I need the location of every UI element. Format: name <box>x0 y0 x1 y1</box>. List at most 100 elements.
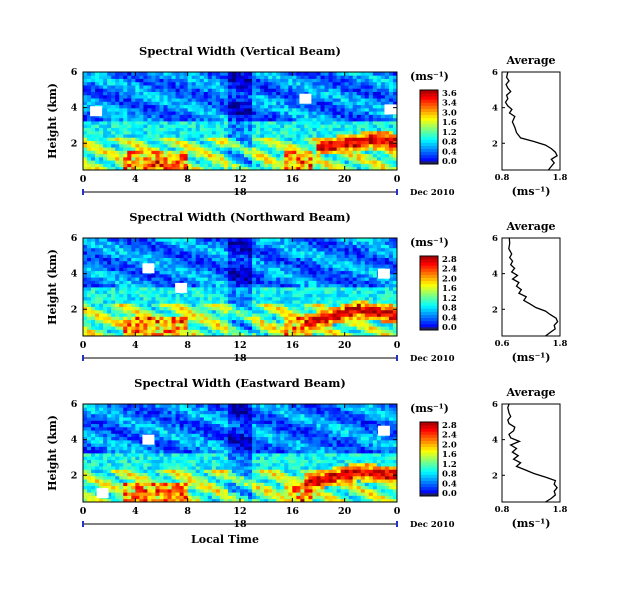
colorbar-frame <box>419 421 439 497</box>
colorbar-segment <box>420 145 438 149</box>
average-y-tick-label: 4 <box>492 104 498 114</box>
month-label: Dec 2010 <box>410 188 455 198</box>
x-tick-label: 0 <box>80 174 87 185</box>
colorbar-segment <box>420 157 438 162</box>
colorbar-segment <box>420 480 438 485</box>
colorbar-tick-label: 2.8 <box>442 255 457 265</box>
x-tick-label: 12 <box>233 174 246 185</box>
colorbar-segment <box>420 274 438 278</box>
colorbar-tick-label: 1.2 <box>442 460 457 470</box>
colorbar-segment <box>420 471 438 475</box>
colorbar-segment <box>420 320 438 325</box>
y-tick-label: 6 <box>71 399 78 410</box>
x-tick-label: 8 <box>184 340 191 351</box>
y-axis-label: Height (km) <box>46 249 59 325</box>
colorbar-unit-label: (ms⁻¹) <box>410 70 449 83</box>
average-x-label: (ms⁻¹) <box>512 351 551 364</box>
average-y-tick-label: 2 <box>492 471 498 481</box>
colorbar-segment <box>420 105 438 109</box>
colorbar-segment <box>420 323 438 328</box>
average-x-tick-label: 1.8 <box>553 173 568 183</box>
colorbar-segment <box>420 90 438 94</box>
panel-3: Spectral Width (Eastward Beam) 2 4 6 Height … <box>46 376 567 546</box>
x-axis-label: Local Time <box>191 533 259 546</box>
colorbar-segment <box>420 280 438 285</box>
average-profile-line <box>508 237 559 337</box>
y-tick-label: 6 <box>71 233 78 244</box>
colorbar-segment <box>420 314 438 319</box>
y-tick-label: 4 <box>71 269 78 280</box>
colorbar-segment <box>420 434 438 438</box>
colorbar-segment <box>420 425 438 429</box>
missing-data-gap <box>299 93 312 104</box>
average-y-tick-label: 6 <box>492 234 498 244</box>
colorbar-segment <box>420 108 438 112</box>
panel-1: Spectral Width (Vertical Beam) 2 4 6 Height … <box>46 44 567 198</box>
colorbar-segment <box>420 96 438 100</box>
average-x-tick-label: 0.8 <box>495 505 510 515</box>
y-tick-label: 2 <box>71 138 78 149</box>
x-tick-label: 20 <box>338 174 352 185</box>
x-tick-label: 0 <box>394 340 401 351</box>
y-tick-label: 2 <box>71 304 78 315</box>
colorbar-tick-label: 0.4 <box>442 313 457 323</box>
x-tick-label: 16 <box>286 174 300 185</box>
colorbar-segment <box>420 446 438 451</box>
colorbar-tick-label: 0.8 <box>442 304 457 314</box>
colorbar-tick-label: 1.6 <box>442 284 457 294</box>
colorbar-segment <box>420 148 438 153</box>
colorbar-segment <box>420 117 438 122</box>
colorbar-frame <box>419 89 439 165</box>
x-tick-label: 0 <box>394 174 401 185</box>
colorbar-segment <box>420 136 438 140</box>
panel-title: Spectral Width (Vertical Beam) <box>139 44 341 58</box>
colorbar-segment <box>420 305 438 309</box>
x-tick-label: 8 <box>184 174 191 185</box>
colorbar-segment <box>420 311 438 315</box>
colorbar-segment <box>420 308 438 312</box>
colorbar-segment <box>420 262 438 266</box>
colorbar-segment <box>420 102 438 106</box>
y-tick-label: 2 <box>71 470 78 481</box>
missing-data-gap <box>377 425 390 436</box>
colorbar-unit-label: (ms⁻¹) <box>410 236 449 249</box>
colorbar-unit-label: (ms⁻¹) <box>410 402 449 415</box>
colorbar-tick-label: 0.0 <box>442 489 457 499</box>
colorbar-tick-label: 3.0 <box>442 108 457 118</box>
missing-data-gap <box>90 106 103 117</box>
day-label: 18 <box>233 519 247 530</box>
colorbar-frame <box>419 255 439 331</box>
x-tick-label: 16 <box>286 506 300 517</box>
month-label: Dec 2010 <box>410 520 455 530</box>
colorbar-segment <box>420 422 438 426</box>
colorbar-segment <box>420 99 438 103</box>
x-tick-label: 4 <box>132 340 139 351</box>
colorbar-segment <box>420 259 438 263</box>
colorbar-segment <box>420 93 438 97</box>
colorbar-segment <box>420 127 438 131</box>
panel-title: Spectral Width (Eastward Beam) <box>134 376 346 390</box>
colorbar-segment <box>420 326 438 331</box>
y-axis-label: Height (km) <box>46 83 59 159</box>
colorbar-segment <box>420 452 438 457</box>
colorbar-tick-label: 2.8 <box>442 421 457 431</box>
colorbar-segment <box>420 142 438 146</box>
x-tick-label: 12 <box>233 506 246 517</box>
colorbar-segment <box>420 265 438 269</box>
day-label: 18 <box>233 187 247 198</box>
colorbar-tick-label: 1.2 <box>442 294 457 304</box>
average-y-tick-label: 6 <box>492 400 498 410</box>
colorbar-tick-label: 1.2 <box>442 128 457 138</box>
average-y-tick-label: 6 <box>492 68 498 78</box>
colorbar-tick-label: 1.6 <box>442 450 457 460</box>
x-tick-label: 16 <box>286 340 300 351</box>
month-label: Dec 2010 <box>410 354 455 364</box>
average-frame <box>501 403 561 503</box>
colorbar-segment <box>420 160 438 165</box>
x-tick-label: 4 <box>132 506 139 517</box>
colorbar-tick-label: 3.6 <box>442 89 457 99</box>
colorbar-segment <box>420 151 438 156</box>
colorbar-segment <box>420 455 438 460</box>
y-tick-label: 6 <box>71 67 78 78</box>
day-label: 18 <box>233 353 247 364</box>
